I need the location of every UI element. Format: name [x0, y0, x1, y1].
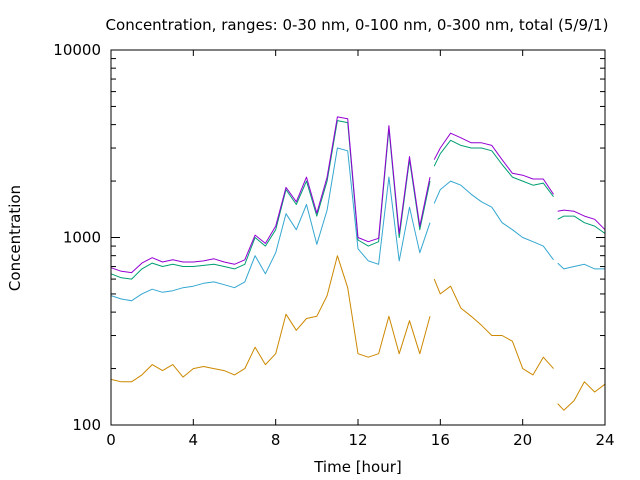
- plot-frame: [110, 49, 606, 426]
- chart-title: Concentration, ranges: 0-30 nm, 0-100 nm…: [106, 16, 609, 34]
- series-line-1: [110, 255, 606, 411]
- y-axis-label: Concentration: [6, 185, 24, 291]
- y-tick-label: 10000: [53, 41, 101, 59]
- series-line-2: [110, 147, 605, 302]
- x-axis-label: Time [hour]: [313, 458, 402, 476]
- x-tick-label: 12: [348, 431, 367, 449]
- x-tick-label: 16: [431, 431, 450, 449]
- x-tick-label: 24: [595, 431, 614, 449]
- tick-layer: 0 4 8 12 16 20 24 100 1000 10000: [53, 41, 614, 449]
- series-layer: [110, 116, 606, 411]
- x-tick-label: 0: [106, 431, 116, 449]
- x-tick-label: 20: [513, 431, 532, 449]
- y-tick-label: 1000: [63, 229, 101, 247]
- series-line-3: [110, 120, 606, 280]
- x-tick-label: 8: [271, 431, 281, 449]
- x-tick-label: 4: [189, 431, 199, 449]
- series-line-4: [110, 116, 606, 274]
- y-tick-label: 100: [72, 416, 101, 434]
